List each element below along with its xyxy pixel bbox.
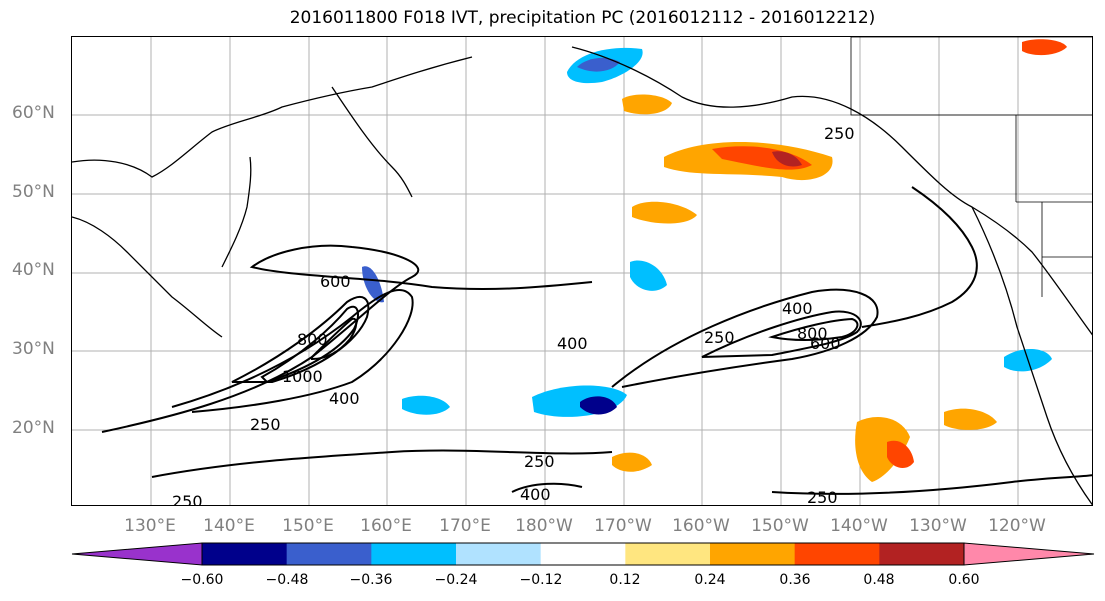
alaska-canada-box: [850, 37, 1092, 116]
colorbar-segments: [72, 543, 1094, 565]
contour-label-250-f: 250: [807, 488, 838, 506]
lon-label-150w: 150°W: [751, 516, 809, 536]
colorbar-tick-label: −0.36: [349, 572, 393, 588]
lon-label-180w: 180°W: [515, 516, 573, 536]
ivt-contour-400-west: [171, 288, 414, 413]
ivt-contour-400-south: [511, 482, 583, 493]
contour-label-250-c: 250: [172, 492, 203, 506]
pos-anomaly-east-2: [944, 408, 997, 430]
lat-label-40n: 40°N: [12, 260, 55, 280]
colorbar-tick-label: −0.60: [180, 572, 224, 588]
lat-label-30n: 30°N: [12, 339, 55, 359]
ivt-contours: [101, 186, 1092, 495]
colorbar: [71, 542, 1095, 566]
colorbar-segment: [202, 543, 288, 565]
ivt-contour-800-west: [260, 305, 359, 384]
precip-pc-shading: [362, 39, 1067, 482]
contour-label-400-a: 400: [329, 389, 360, 408]
colorbar-tick-label: −0.12: [519, 572, 563, 588]
neg-anomaly-subtropical-core: [580, 396, 617, 415]
colorbar-tick-label: 0.48: [863, 572, 895, 588]
ivt-contour-labels: 250 400 600 800 1000 250 400 250 400 250…: [172, 124, 855, 506]
contour-label-400-b: 400: [557, 334, 588, 353]
colorbar-segment: [456, 543, 542, 565]
ivt-contour-600-east: [768, 317, 859, 342]
pos-anomaly-east-subtropical: [855, 417, 910, 482]
political-boundaries: [850, 37, 1092, 297]
lon-label-130w: 130°W: [909, 516, 967, 536]
coastline-japan: [221, 156, 252, 268]
ivt-contour-250-south: [151, 449, 613, 478]
colorbar-segment: [286, 543, 372, 565]
lon-label-160e: 160°E: [360, 516, 412, 536]
pos-anomaly-bering: [622, 94, 672, 115]
contour-label-250-e: 250: [824, 124, 855, 143]
contour-label-800-d: 800: [797, 324, 828, 343]
graticule: [72, 37, 1092, 505]
lat-label-20n: 20°N: [12, 418, 55, 438]
lon-label-130e: 130°E: [124, 516, 176, 536]
colorbar-segment: [540, 543, 626, 565]
coastline-north-america: [571, 46, 1092, 336]
coastline-asia-east: [72, 216, 223, 338]
map-panel: 250 400 600 800 1000 250 400 250 400 250…: [71, 36, 1093, 506]
ivt-contour-250-east: [611, 288, 879, 388]
neg-anomaly-central-1: [630, 260, 667, 291]
colorbar-tick-label: 0.12: [609, 572, 641, 588]
neg-anomaly-west: [402, 395, 450, 415]
pos-anomaly-south: [612, 452, 652, 472]
ivt-contour-1000-west: [311, 317, 358, 361]
colorbar-extend-high: [964, 543, 1094, 565]
coastline-west-coast: [971, 206, 1092, 505]
pos-anomaly-east-subtropical-core: [887, 440, 914, 469]
contour-label-250-a: 250: [250, 415, 281, 434]
colorbar-tick-label: −0.24: [434, 572, 478, 588]
colorbar-tick-label: 0.36: [779, 572, 811, 588]
lon-label-140w: 140°W: [830, 516, 888, 536]
ivt-contour-250-west: [101, 244, 593, 433]
neg-anomaly-kuroshio: [362, 266, 384, 303]
colorbar-segment: [879, 543, 965, 565]
neg-anomaly-bering-core: [577, 57, 620, 72]
coastlines: [72, 46, 1092, 505]
contour-label-600-d: 600: [810, 334, 841, 353]
colorbar-tick-label: 0.24: [694, 572, 726, 588]
colorbar-extend-low: [72, 543, 202, 565]
ivt-contour-400-east: [701, 310, 862, 358]
lon-label-120w: 120°W: [988, 516, 1046, 536]
lon-label-170w: 170°W: [594, 516, 652, 536]
colorbar-tick-label: −0.48: [265, 572, 309, 588]
map-canvas: 250 400 600 800 1000 250 400 250 400 250…: [72, 37, 1092, 506]
colorbar-segment: [794, 543, 880, 565]
contour-label-250-d: 250: [704, 328, 735, 347]
coastline-kamchatka: [331, 86, 413, 198]
ivt-contour-600-west: [231, 296, 370, 383]
contour-label-600-a: 600: [320, 272, 351, 291]
lon-label-160w: 160°W: [672, 516, 730, 536]
contour-label-1000-a: 1000: [282, 367, 323, 386]
pos-anomaly-ne-corner: [1022, 39, 1067, 56]
ivt-contour-250-east-north: [861, 186, 978, 328]
neg-anomaly-subtropical: [532, 385, 627, 417]
contour-label-400-d: 400: [782, 299, 813, 318]
colorbar-segment: [625, 543, 711, 565]
lon-label-170e: 170°E: [439, 516, 491, 536]
lat-label-60n: 60°N: [12, 103, 55, 123]
contour-label-250-b: 250: [524, 452, 555, 471]
lon-label-140e: 140°E: [203, 516, 255, 536]
pos-anomaly-mid-pacific: [632, 201, 697, 224]
colorbar-tick-label: 0.60: [948, 572, 980, 588]
map-title: 2016011800 F018 IVT, precipitation PC (2…: [289, 8, 876, 28]
ivt-contour-250-southeast: [771, 474, 1092, 495]
contour-label-400-c: 400: [520, 485, 551, 504]
colorbar-segment: [371, 543, 457, 565]
lon-label-150e: 150°E: [282, 516, 334, 536]
colorbar-segment: [710, 543, 796, 565]
pos-anomaly-gulf-alaska-max: [772, 151, 802, 167]
lat-label-50n: 50°N: [12, 182, 55, 202]
colorbar-outline: [201, 542, 965, 566]
coastline-asia-north: [72, 56, 473, 178]
contour-label-800-a: 800: [297, 330, 328, 349]
